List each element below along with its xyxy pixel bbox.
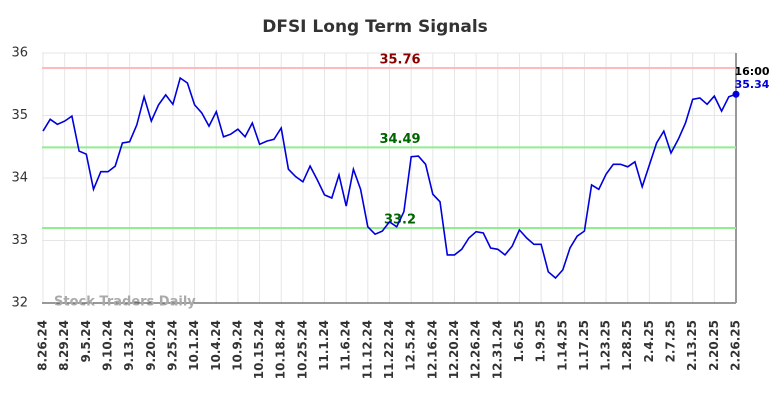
y-tick-label: 32 (11, 296, 28, 311)
y-tick-label: 36 (11, 46, 28, 61)
x-tick-label: 12.20.24 (447, 320, 461, 379)
y-tick-label: 33 (11, 233, 28, 248)
last-point (732, 90, 740, 98)
x-tick-label: 9.5.24 (79, 320, 93, 363)
x-tick-label: 12.16.24 (425, 320, 439, 379)
x-tick-label: 1.6.25 (512, 320, 526, 363)
x-tick-label: 2.7.25 (664, 320, 678, 363)
x-tick-label: 10.25.24 (295, 320, 309, 379)
x-tick-label: 12.26.24 (469, 320, 483, 379)
x-tick-label: 2.13.25 (685, 320, 699, 371)
last-time: 16:00 (734, 65, 769, 78)
x-tick-label: 10.4.24 (209, 320, 223, 371)
x-tick-label: 12.31.24 (490, 320, 504, 379)
x-tick-label: 9.10.24 (100, 320, 114, 371)
x-tick-label: 9.25.24 (165, 320, 179, 371)
x-tick-label: 11.6.24 (339, 320, 353, 371)
x-tick-label: 9.13.24 (122, 320, 136, 371)
watermark: Stock Traders Daily (54, 295, 196, 310)
price-line (42, 76, 737, 280)
x-tick-label: 11.12.24 (360, 320, 374, 379)
signal-label: 35.76 (379, 53, 420, 68)
x-tick-label: 9.20.24 (144, 320, 158, 371)
x-tick-label: 1.9.25 (534, 320, 548, 363)
x-tick-label: 10.1.24 (187, 320, 201, 371)
x-tick-label: 10.15.24 (252, 320, 266, 379)
x-tick-label: 1.28.25 (620, 320, 634, 371)
x-tick-label: 12.5.24 (404, 320, 418, 371)
x-tick-label: 8.26.24 (36, 320, 50, 371)
x-tick-label: 10.18.24 (274, 320, 288, 379)
x-tick-label: 2.4.25 (642, 320, 656, 363)
x-tick-label: 1.23.25 (599, 320, 613, 371)
x-tick-label: 11.22.24 (382, 320, 396, 379)
signal-label: 34.49 (379, 132, 420, 147)
x-tick-label: 10.9.24 (230, 320, 244, 371)
x-tick-label: 2.26.25 (729, 320, 743, 371)
y-tick-label: 34 (11, 171, 28, 186)
x-tick-label: 1.14.25 (555, 320, 569, 371)
y-tick-label: 35 (11, 108, 28, 123)
x-tick-label: 8.29.24 (57, 320, 71, 371)
chart-title: DFSI Long Term Signals (262, 17, 488, 37)
last-value: 35.34 (735, 78, 770, 91)
x-tick-label: 2.20.25 (707, 320, 721, 371)
x-tick-label: 1.17.25 (577, 320, 591, 371)
x-tick-label: 11.1.24 (317, 320, 331, 371)
